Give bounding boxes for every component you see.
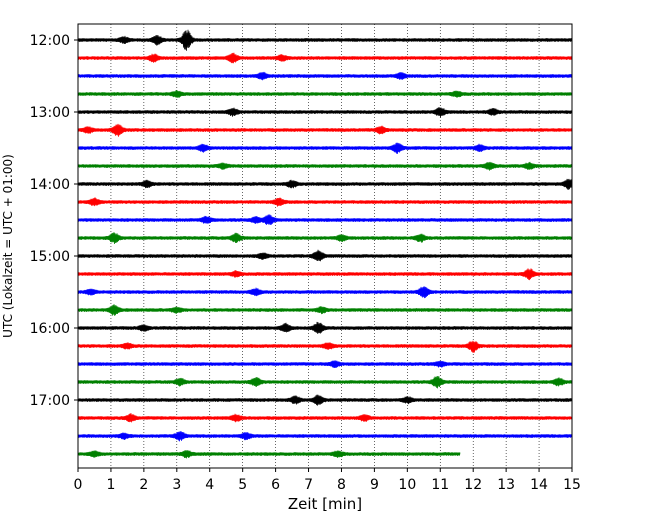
trace-1730 bbox=[77, 430, 573, 442]
grid-lines bbox=[110, 24, 540, 468]
trace-1700 bbox=[77, 394, 573, 406]
trace-1215 bbox=[77, 52, 573, 64]
trace-1745 bbox=[77, 450, 461, 459]
trace-1200 bbox=[77, 29, 573, 51]
trace-1415 bbox=[77, 197, 573, 207]
x-tick-label: 4 bbox=[205, 477, 214, 493]
x-tick-label: 7 bbox=[304, 477, 313, 493]
x-tick-label: 9 bbox=[370, 477, 379, 493]
x-axis-label: Zeit [min] bbox=[288, 495, 362, 513]
x-tick-label: 1 bbox=[106, 477, 115, 493]
x-tick-label: 13 bbox=[497, 477, 515, 493]
y-tick-label: 13:00 bbox=[30, 105, 70, 121]
y-axis-label: UTC (Lokalzeit = UTC + 01:00) bbox=[1, 154, 15, 338]
plot-frame bbox=[77, 23, 573, 469]
y-tick-label: 16:00 bbox=[30, 321, 70, 337]
x-tick-label: 0 bbox=[74, 477, 83, 493]
trace-1300 bbox=[77, 106, 573, 118]
trace-1500 bbox=[77, 249, 573, 262]
trace-1645 bbox=[77, 376, 573, 389]
y-tick-label: 14:00 bbox=[30, 177, 70, 193]
trace-1345 bbox=[77, 161, 573, 171]
x-tick-label: 11 bbox=[431, 477, 449, 493]
y-axis-ticks: 12:00 13:00 14:00 15:00 16:00 17:00 bbox=[30, 33, 78, 409]
trace-1230 bbox=[77, 71, 573, 81]
trace-1245 bbox=[77, 90, 573, 98]
y-tick-label: 17:00 bbox=[30, 393, 70, 409]
x-tick-label: 3 bbox=[172, 477, 181, 493]
trace-1630 bbox=[77, 360, 573, 368]
x-tick-label: 12 bbox=[464, 477, 482, 493]
trace-1715 bbox=[77, 413, 573, 423]
trace-1445 bbox=[77, 232, 573, 244]
traces bbox=[77, 29, 573, 459]
x-tick-label: 8 bbox=[337, 477, 346, 493]
x-tick-label: 15 bbox=[563, 477, 581, 493]
x-tick-label: 6 bbox=[271, 477, 280, 493]
trace-1530 bbox=[77, 286, 573, 299]
trace-1600 bbox=[77, 321, 573, 334]
x-tick-label: 14 bbox=[530, 477, 548, 493]
trace-1315 bbox=[77, 123, 573, 137]
y-tick-label: 15:00 bbox=[30, 249, 70, 265]
y-tick-label: 12:00 bbox=[30, 33, 70, 49]
trace-1545 bbox=[77, 304, 573, 316]
x-axis-ticks: 0 1 2 3 4 5 6 7 8 9 10 11 12 13 14 15 bbox=[74, 468, 581, 493]
x-tick-label: 2 bbox=[139, 477, 148, 493]
trace-1430 bbox=[77, 214, 573, 225]
x-tick-label: 5 bbox=[238, 477, 247, 493]
trace-1330 bbox=[77, 142, 573, 154]
trace-1400 bbox=[77, 178, 573, 190]
x-tick-label: 10 bbox=[398, 477, 416, 493]
trace-1515 bbox=[77, 268, 573, 281]
trace-1615 bbox=[77, 340, 573, 353]
